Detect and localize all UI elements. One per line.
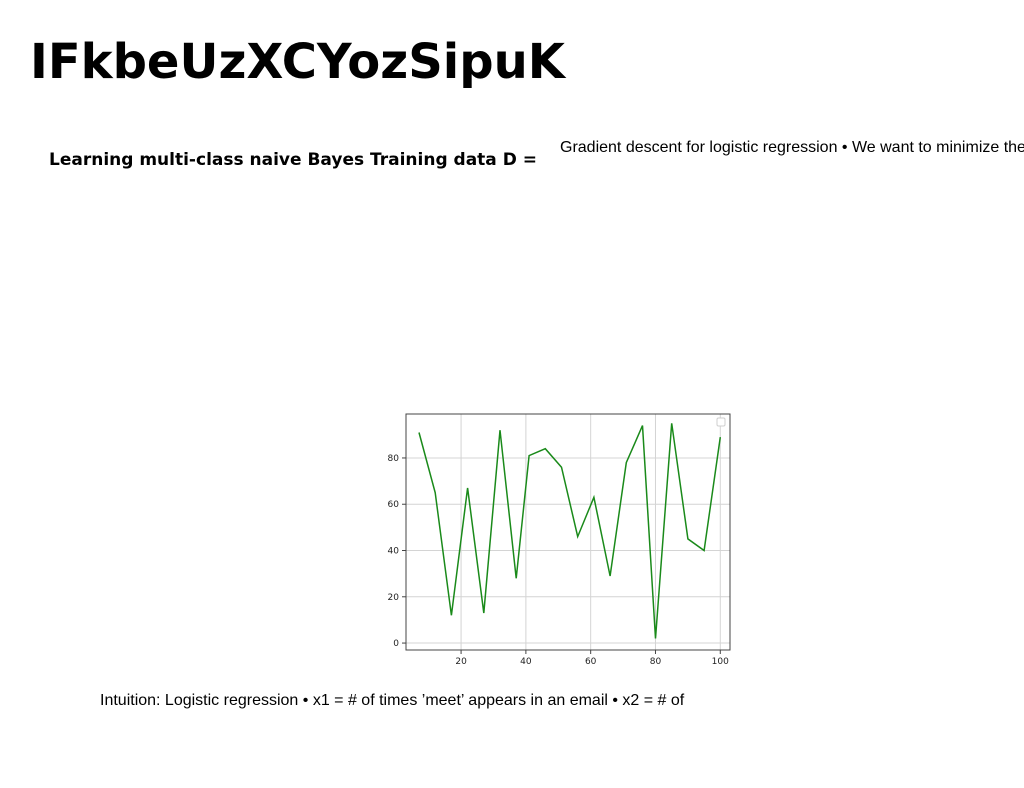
line-chart-svg: 20 40 60 80 100 0 20 40 60 80 (388, 413, 731, 667)
x-tick-label: 20 (455, 657, 467, 667)
section-heading-naive-bayes: Learning multi-class naive Bayes Trainin… (49, 150, 537, 170)
x-tick-label: 100 (712, 657, 729, 667)
page-title: IFkbeUzXCYozSipuK (30, 34, 565, 90)
legend-box (716, 417, 726, 427)
line-chart: 20 40 60 80 100 0 20 40 60 80 (380, 405, 740, 667)
x-tick-label: 60 (585, 657, 597, 667)
x-tick-label: 40 (520, 657, 532, 667)
y-tick-label: 80 (388, 454, 400, 464)
text-gradient-descent: Gradient descent for logistic regression… (560, 139, 1024, 156)
y-tick-label: 60 (388, 500, 400, 510)
y-tick-label: 40 (388, 547, 400, 557)
text-intuition-logistic-regression: Intuition: Logistic regression • x1 = # … (100, 692, 685, 709)
y-tick-label: 20 (388, 593, 400, 603)
plot-frame (405, 413, 731, 651)
y-tick-label: 0 (393, 639, 399, 649)
x-tick-label: 80 (650, 657, 662, 667)
series-line (418, 423, 722, 639)
